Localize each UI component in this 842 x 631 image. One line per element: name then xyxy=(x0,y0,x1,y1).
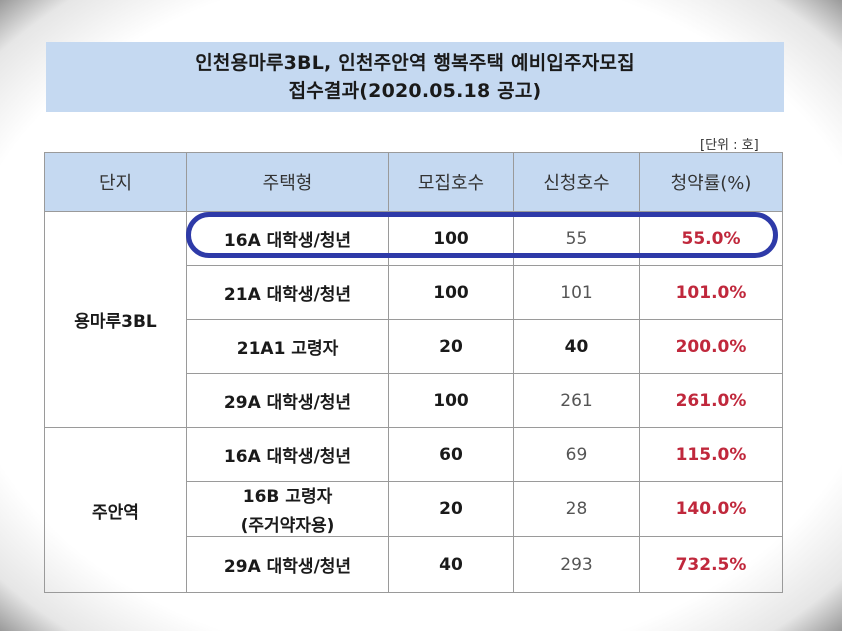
table-row: 용마루3BL 16A 대학생/청년 100 55 55.0% xyxy=(44,211,783,428)
table-row: 16B 고령자 (주거약자용) 20 28 140.0% xyxy=(45,481,783,537)
applied-count-cell: 28 xyxy=(513,481,640,537)
header-row: 단지 주택형 모집호수 신청호수 청약률(%) xyxy=(44,152,783,212)
recruit-count-cell: 40 xyxy=(388,536,514,593)
competition-rate-cell: 101.0% xyxy=(639,265,783,320)
applied-count-cell: 55 xyxy=(513,211,640,266)
table-row: 21A 대학생/청년 100 101 101.0% xyxy=(45,265,783,320)
recruit-count-cell: 100 xyxy=(388,265,514,320)
housing-type-cell: 16B 고령자 (주거약자용) xyxy=(186,481,389,537)
competition-rate-cell: 140.0% xyxy=(639,481,783,537)
header-applied-count: 신청호수 xyxy=(513,152,640,212)
header-housing-type: 주택형 xyxy=(186,152,389,212)
housing-type-cell: 21A 대학생/청년 xyxy=(186,265,389,320)
housing-type-cell: 21A1 고령자 xyxy=(186,319,389,374)
title-line-2: 접수결과(2020.05.18 공고) xyxy=(288,80,542,102)
table-row: 29A 대학생/청년 100 261 261.0% xyxy=(45,373,783,428)
header-recruit-count: 모집호수 xyxy=(388,152,514,212)
recruit-count-cell: 20 xyxy=(388,481,514,537)
recruit-count-cell: 100 xyxy=(388,373,514,428)
housing-type-cell: 29A 대학생/청년 xyxy=(186,536,389,593)
recruit-count-cell: 60 xyxy=(388,427,514,482)
competition-rate-cell: 732.5% xyxy=(639,536,783,593)
unit-note: [단위 : 호] xyxy=(700,138,759,153)
housing-type-cell: 29A 대학생/청년 xyxy=(186,373,389,428)
applied-count-cell: 40 xyxy=(513,319,640,374)
housing-type-cell: 16A 대학생/청년 xyxy=(186,211,389,266)
housing-type-cell: 16A 대학생/청년 xyxy=(186,427,389,482)
applied-count-cell: 69 xyxy=(513,427,640,482)
complex-cell: 용마루3BL xyxy=(44,211,187,428)
housing-type-line-2: (주거약자용) xyxy=(240,516,335,536)
table-row: 29A 대학생/청년 40 293 732.5% xyxy=(45,536,783,593)
competition-rate-cell: 55.0% xyxy=(639,211,783,266)
title-line-1: 인천용마루3BL, 인천주안역 행복주택 예비입주자모집 xyxy=(195,52,635,74)
competition-rate-cell: 261.0% xyxy=(639,373,783,428)
table-row: 21A1 고령자 20 40 200.0% xyxy=(45,319,783,374)
competition-rate-cell: 200.0% xyxy=(639,319,783,374)
competition-rate-cell: 115.0% xyxy=(639,427,783,482)
table-row: 주안역 16A 대학생/청년 60 69 115.0% xyxy=(44,427,783,593)
applied-count-cell: 293 xyxy=(513,536,640,593)
title-banner: 인천용마루3BL, 인천주안역 행복주택 예비입주자모집 접수결과(2020.0… xyxy=(46,42,784,112)
recruit-count-cell: 100 xyxy=(388,211,514,266)
applied-count-cell: 261 xyxy=(513,373,640,428)
header-complex: 단지 xyxy=(44,152,187,212)
recruit-count-cell: 20 xyxy=(388,319,514,374)
header-competition-rate: 청약률(%) xyxy=(639,152,783,212)
complex-cell: 주안역 xyxy=(44,427,187,593)
results-table: 단지 주택형 모집호수 신청호수 청약률(%) 용마루3BL 16A 대학생/청… xyxy=(44,152,783,593)
applied-count-cell: 101 xyxy=(513,265,640,320)
housing-type-line-1: 16B 고령자 xyxy=(242,487,333,507)
